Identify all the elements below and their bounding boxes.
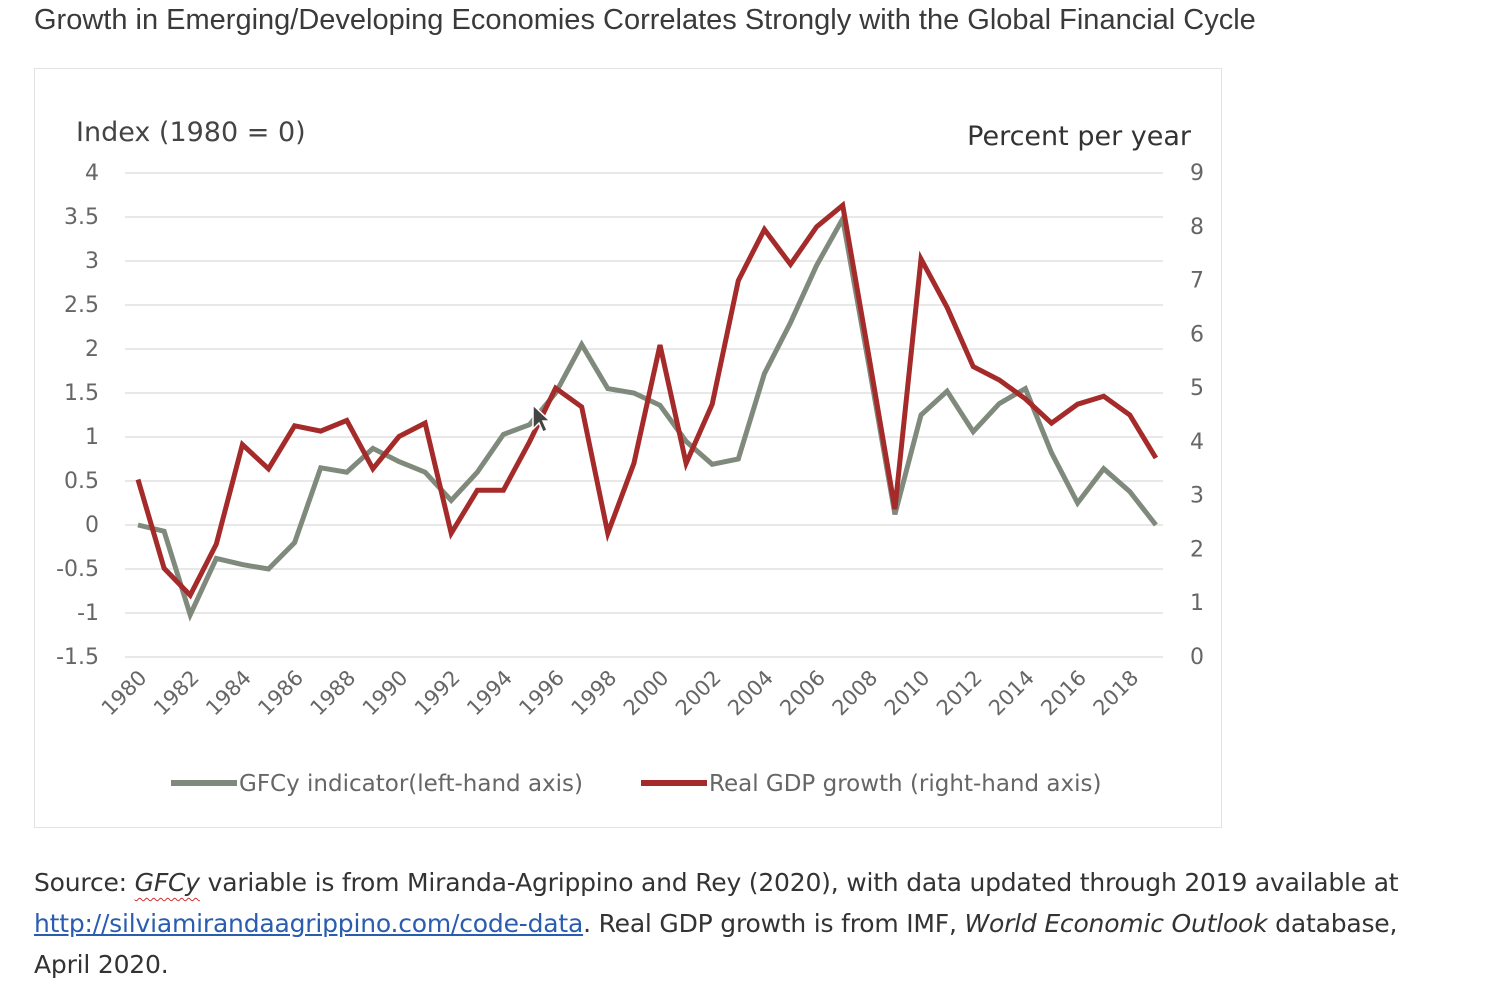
gdp-growth-series-line <box>135 200 1159 600</box>
x-tick-label: 2006 <box>775 666 830 721</box>
left-tick-label: -0.5 <box>56 557 99 582</box>
x-tick-label: 2018 <box>1089 666 1144 721</box>
x-tick-label: 1982 <box>149 666 204 721</box>
x-tick-label: 1994 <box>462 666 517 721</box>
x-tick-label: 1990 <box>358 666 413 721</box>
left-axis-label: Index (1980 = 0) <box>76 117 306 148</box>
left-tick-label: 2 <box>85 337 99 362</box>
x-tick-label: 2012 <box>932 666 987 721</box>
source-part3: database, <box>1267 909 1398 938</box>
x-axis-ticks: 1980198219841986198819901992199419961998… <box>97 666 1144 721</box>
cursor-icon <box>532 403 552 434</box>
x-tick-label: 2008 <box>828 666 883 721</box>
x-tick-label: 2002 <box>671 666 726 721</box>
grid-lines <box>125 172 1163 658</box>
right-tick-label: 7 <box>1190 269 1204 294</box>
right-axis-ticks: 9 8 7 6 5 4 3 2 1 0 <box>1190 161 1204 670</box>
legend: GFCy indicator(left-hand axis) Real GDP g… <box>171 771 1101 797</box>
legend-label: GFCy indicator(left-hand axis) <box>239 771 583 797</box>
left-tick-label: 2.5 <box>64 293 99 318</box>
left-tick-label: 1.5 <box>64 381 99 406</box>
x-tick-label: 1992 <box>410 666 465 721</box>
right-tick-label: 2 <box>1190 537 1204 562</box>
x-tick-label: 1998 <box>567 666 622 721</box>
gfcy-series-line <box>137 211 1158 622</box>
left-axis-ticks: 4 3.5 3 2.5 2 1.5 1 0.5 0 -0.5 -1 -1.5 <box>56 161 99 670</box>
x-tick-label: 1988 <box>306 666 361 721</box>
source-prefix: Source: <box>34 868 135 897</box>
right-tick-label: 5 <box>1190 376 1204 401</box>
left-tick-label: 1 <box>85 425 99 450</box>
right-tick-label: 0 <box>1190 645 1204 670</box>
series-lines <box>135 200 1159 622</box>
right-tick-label: 9 <box>1190 161 1204 186</box>
source-part4: April 2020. <box>34 950 169 979</box>
source-link[interactable]: http://silviamirandaagrippino.com/code-d… <box>34 909 584 938</box>
source-part2: . Real GDP growth is from IMF, <box>583 909 965 938</box>
left-tick-label: -1.5 <box>56 645 99 670</box>
source-part1: variable is from Miranda-Agrippino and R… <box>199 868 1399 897</box>
x-tick-label: 2014 <box>984 666 1039 721</box>
right-tick-label: 8 <box>1190 215 1204 240</box>
gfcy-term: GFCy <box>134 868 200 897</box>
x-tick-label: 1980 <box>97 666 152 721</box>
right-tick-label: 6 <box>1190 322 1204 347</box>
left-tick-label: -1 <box>77 601 99 626</box>
left-tick-label: 3.5 <box>64 205 99 230</box>
weo-title: World Economic Outlook <box>964 909 1268 938</box>
line-chart: 4 3.5 3 2.5 2 1.5 1 0.5 0 -0.5 -1 -1.5 9 8 7 6 5 4 3 2 1 0 1… <box>56 117 1204 797</box>
legend-label: Real GDP growth (right-hand axis) <box>709 771 1101 797</box>
x-tick-label: 1984 <box>201 666 256 721</box>
x-tick-label: 2000 <box>619 666 674 721</box>
x-tick-label: 2016 <box>1036 666 1091 721</box>
x-tick-label: 2010 <box>880 666 935 721</box>
left-tick-label: 4 <box>85 161 99 186</box>
source-note: Source: GFCy variable is from Miranda-Ag… <box>34 862 1474 985</box>
right-tick-label: 3 <box>1190 484 1204 509</box>
chart-frame: 4 3.5 3 2.5 2 1.5 1 0.5 0 -0.5 -1 -1.5 9 8 7 6 5 4 3 2 1 0 1… <box>34 68 1222 828</box>
right-axis-label: Percent per year <box>967 121 1192 152</box>
left-tick-label: 0 <box>85 513 99 538</box>
x-tick-label: 1986 <box>253 666 308 721</box>
x-tick-label: 2004 <box>723 666 778 721</box>
left-tick-label: 3 <box>85 249 99 274</box>
left-tick-label: 0.5 <box>64 469 99 494</box>
right-tick-label: 1 <box>1190 591 1204 616</box>
right-tick-label: 4 <box>1190 430 1204 455</box>
page-title: Growth in Emerging/Developing Economies … <box>34 4 1256 36</box>
x-tick-label: 1996 <box>514 666 569 721</box>
